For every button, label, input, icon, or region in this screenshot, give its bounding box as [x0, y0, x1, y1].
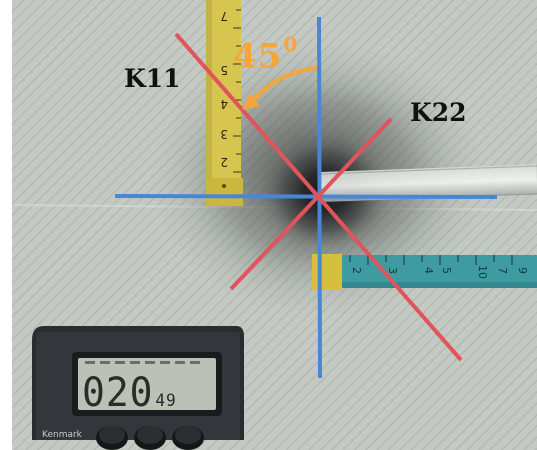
- vertical-tape-measure: 7 5 4 3 2 1: [206, 0, 243, 206]
- svg-text:4: 4: [422, 267, 435, 274]
- svg-text:4: 4: [220, 97, 228, 111]
- svg-text:2: 2: [350, 267, 363, 274]
- svg-text:3: 3: [220, 127, 228, 141]
- svg-text:10: 10: [476, 265, 489, 279]
- svg-text:2: 2: [220, 155, 228, 169]
- horizontal-tape-measure: 2 3 4 5 10 7 9: [312, 254, 537, 290]
- svg-text:7: 7: [220, 9, 228, 23]
- timer-readout: 020 49: [82, 370, 177, 416]
- angle-value: 45: [233, 36, 283, 77]
- svg-text:9: 9: [516, 267, 529, 274]
- svg-text:7: 7: [496, 267, 509, 274]
- svg-text:3: 3: [386, 267, 399, 274]
- angle-degree-mark: 0: [283, 32, 299, 56]
- diagonal-k22: [229, 117, 393, 291]
- label-k11: K11: [124, 64, 181, 93]
- svg-text:5: 5: [220, 63, 228, 77]
- crosshair-horizontal: [114, 194, 498, 199]
- left-white-margin: [0, 0, 12, 450]
- angle-arrow: [242, 66, 317, 110]
- svg-text:5: 5: [440, 267, 453, 274]
- timer-main-digits: 020: [82, 370, 154, 416]
- angle-label: 450: [233, 32, 298, 77]
- digital-timer: [32, 326, 244, 450]
- label-k22: K22: [410, 98, 467, 127]
- timer-brand: Kenmark: [42, 430, 82, 440]
- timer-seconds-digits: 49: [155, 391, 177, 411]
